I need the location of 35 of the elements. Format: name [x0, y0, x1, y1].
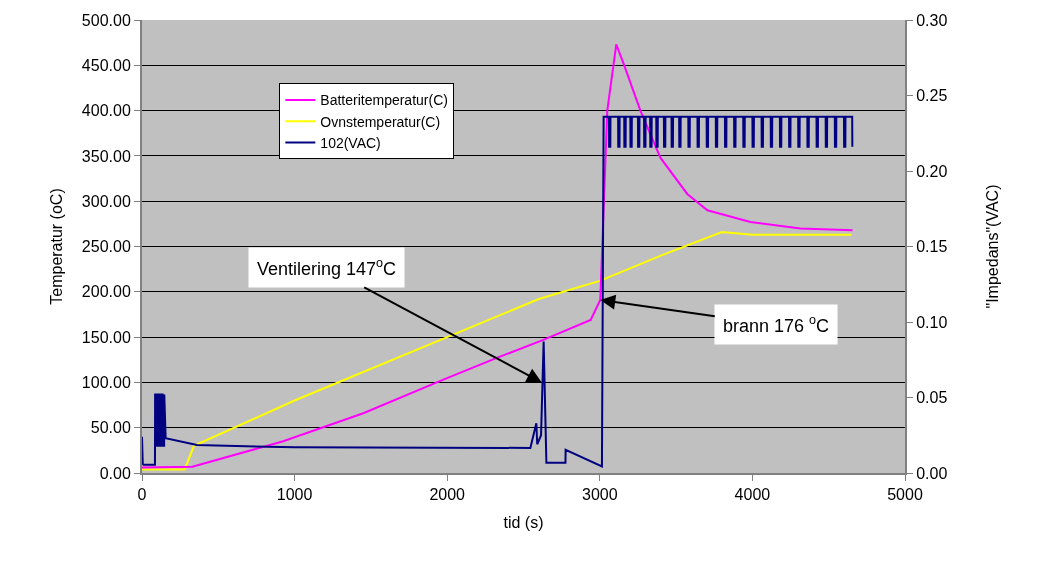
y2-tick-label: 0.15	[916, 238, 948, 256]
line-series	[142, 115, 854, 468]
x-tick-label: 2000	[429, 486, 466, 504]
y2-tick-label: 0.05	[916, 389, 948, 407]
x-tick-label: 3000	[582, 486, 618, 504]
x-tick-label: 0	[137, 486, 147, 504]
legend-label: Ovnstemperatur(C)	[320, 113, 441, 130]
line-series	[142, 231, 853, 471]
legend-label: Batteritemperatur(C)	[320, 92, 448, 109]
y2-tick-label: 0.20	[916, 162, 948, 180]
y-axis-title: Temperatur (oC)	[48, 188, 66, 305]
y2-axis-title: "Impedans"(VAC)	[983, 184, 1001, 309]
x-tick-label: 4000	[734, 486, 771, 504]
y-tick-label: 200.00	[81, 283, 131, 301]
y-tick-label: 350.00	[81, 147, 131, 165]
y-tick-label: 150.00	[81, 328, 131, 346]
y-tick-label: 450.00	[81, 56, 131, 74]
y-tick-label: 500.00	[81, 11, 131, 29]
x-axis-title: tid (s)	[503, 514, 544, 532]
y-tick-label: 400.00	[81, 102, 131, 120]
legend-label: 102(VAC)	[320, 134, 381, 151]
annotation: Ventilering 147$^{o}$C	[257, 256, 397, 279]
x-tick-label: 5000	[887, 486, 923, 504]
annotation: brann 176 $^{o}$C	[723, 313, 830, 336]
y-tick-label: 100.00	[81, 374, 131, 391]
y-tick-label: 0.00	[99, 464, 131, 482]
y2-tick-label: 0.10	[916, 313, 948, 331]
x-tick-label: 1000	[276, 486, 313, 504]
y2-tick-label: 0.25	[916, 87, 948, 105]
y2-tick-label: 0.00	[916, 464, 948, 482]
line-series	[142, 43, 854, 469]
y2-tick-label: 0.30	[916, 11, 948, 29]
y-tick-label: 50.00	[90, 419, 131, 437]
y-tick-label: 300.00	[81, 192, 131, 210]
y-tick-label: 250.00	[81, 238, 131, 256]
